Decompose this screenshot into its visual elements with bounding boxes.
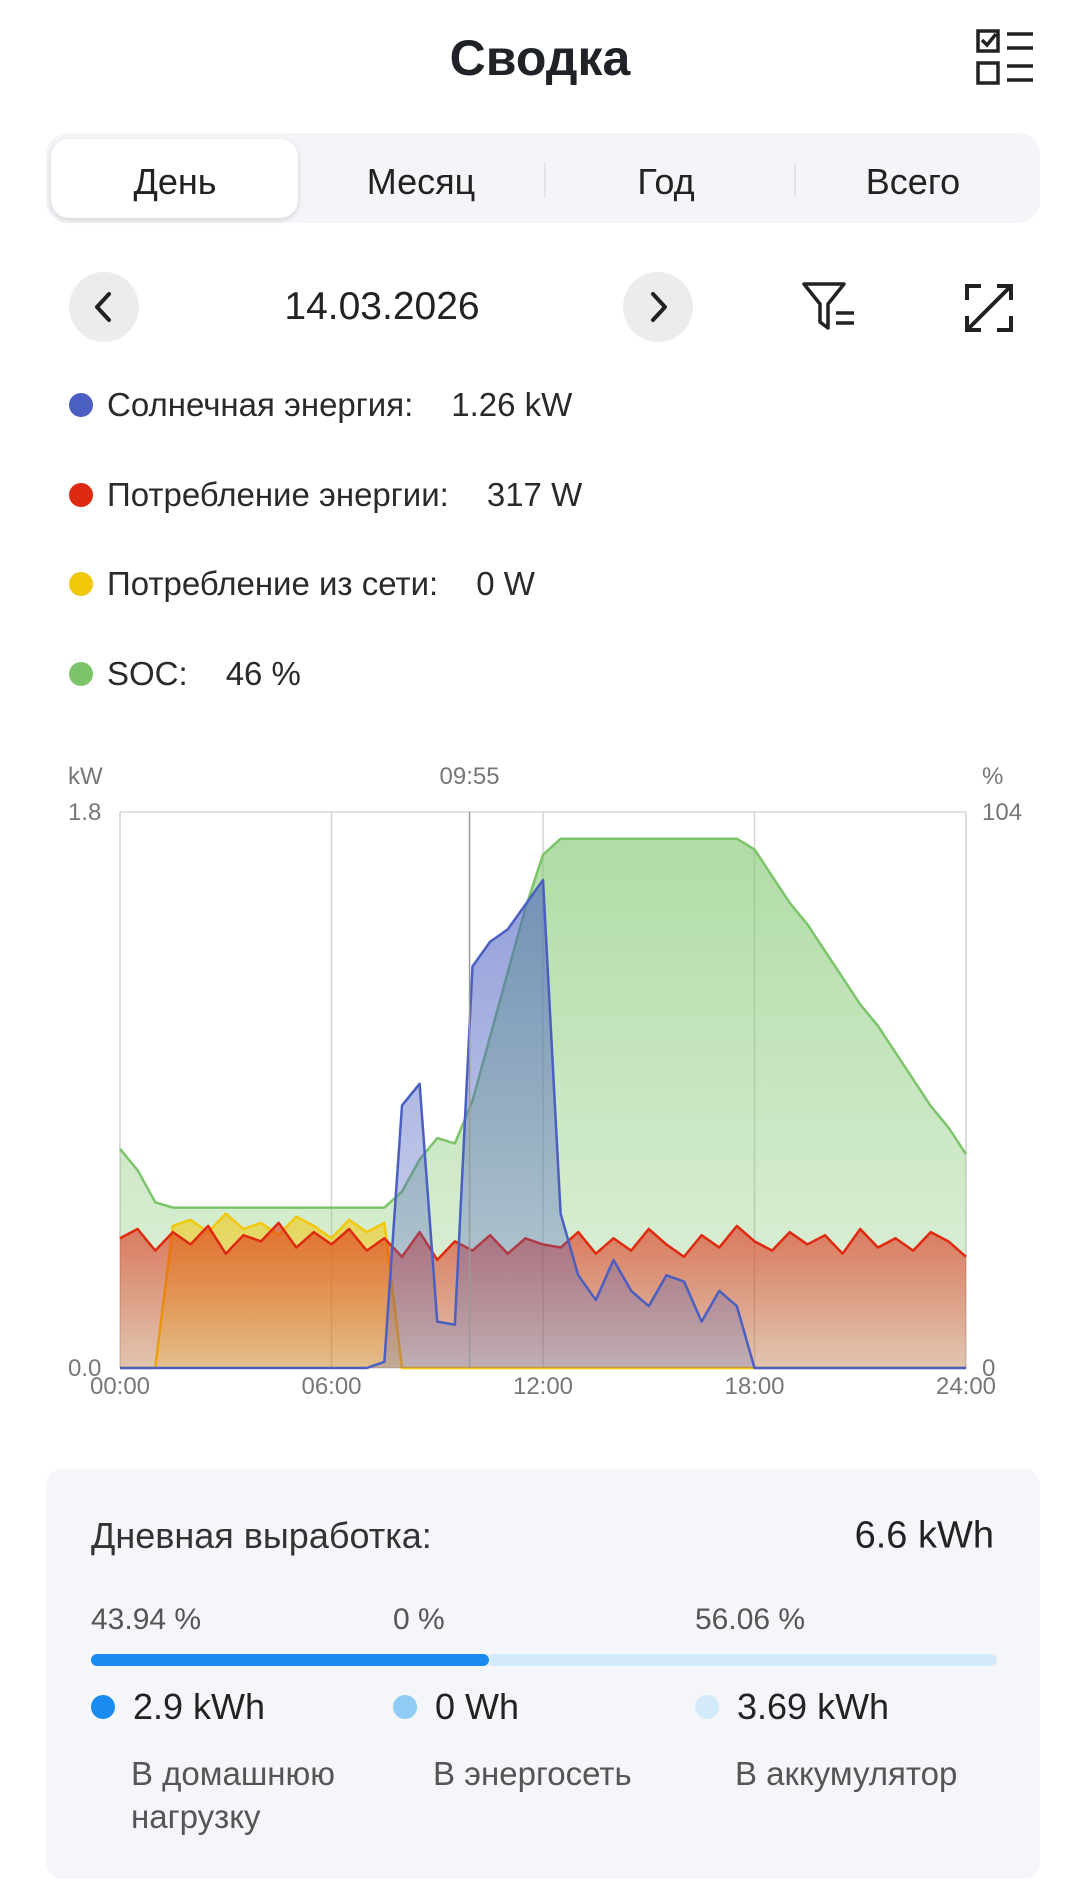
summary-total: 6.6 kWh: [854, 1514, 994, 1557]
x-tick-label: 06:00: [301, 1373, 361, 1400]
item-dot: [393, 1695, 417, 1719]
legend-value: 46 %: [225, 655, 301, 692]
tab[interactable]: День: [133, 161, 217, 202]
prev-button[interactable]: [69, 272, 139, 342]
item-dot: [91, 1695, 115, 1719]
item-dot: [695, 1695, 719, 1719]
legend-label: Потребление из сети:: [107, 565, 439, 602]
item-energy: 0 Wh: [435, 1686, 520, 1727]
next-button[interactable]: [623, 272, 693, 342]
legend-dot: [69, 483, 93, 507]
legend-value: 317 W: [486, 476, 583, 513]
progress-segment: [489, 1654, 997, 1666]
item-label: В домашнюю нагрузку: [131, 1755, 336, 1835]
tab-separator: [794, 163, 796, 197]
chart: kW % 00:00 06:00 12:00 18:00 24:00 0.0 1.8 0 104 09…: [68, 763, 1022, 1400]
x-tick-label: 18:00: [724, 1373, 784, 1400]
y2-tick-label: 104: [982, 799, 1022, 826]
legend-label: Солнечная энергия:: [107, 386, 414, 423]
legend-dot: [69, 393, 93, 417]
share-label: 56.06 %: [695, 1603, 806, 1636]
item-energy: 2.9 kWh: [133, 1686, 266, 1727]
legend-value: 0 W: [476, 565, 535, 602]
list-icon[interactable]: [975, 26, 1037, 88]
x-tick-label: 12:00: [513, 1373, 573, 1400]
summary-card: [46, 1469, 1040, 1879]
y-axis-unit: kW: [68, 763, 103, 790]
summary-title: Дневная выработка:: [91, 1515, 432, 1556]
y-tick-label: 1.8: [68, 799, 101, 826]
page-title: Сводка: [449, 30, 631, 86]
series-line: [119, 837, 968, 1209]
tab[interactable]: Всего: [865, 161, 961, 202]
tab-separator: [544, 163, 546, 197]
series-line: [120, 878, 966, 1370]
cursor-label: 09:55: [440, 763, 500, 790]
filter-icon[interactable]: [800, 280, 860, 334]
x-tick-label: 24:00: [936, 1373, 996, 1400]
date[interactable]: 14.03.2026: [284, 285, 480, 328]
legend-value: 1.26 kW: [451, 386, 573, 423]
y2-tick-label: 0: [982, 1355, 995, 1382]
selected-tab: [51, 139, 298, 218]
legend-dot: [69, 572, 93, 596]
legend-label: SOC:: [107, 655, 188, 692]
x-tick-label: 00:00: [90, 1373, 150, 1400]
series-area: [120, 879, 966, 1368]
legend-label: Потребление энергии:: [107, 476, 449, 513]
tab[interactable]: Месяц: [366, 161, 476, 202]
y-tick-label: 0.0: [68, 1355, 101, 1382]
item-energy: 3.69 kWh: [737, 1686, 890, 1727]
progress-segment: [91, 1654, 490, 1666]
item-label: В аккумулятор: [735, 1755, 958, 1792]
share-label: 43.94 %: [91, 1603, 202, 1636]
y2-axis-unit: %: [982, 763, 1003, 790]
share-label: 0 %: [393, 1603, 445, 1636]
legend-dot: [69, 662, 93, 686]
expand-icon[interactable]: [963, 282, 1015, 334]
tab[interactable]: Год: [637, 161, 695, 202]
item-label: В энергосеть: [433, 1755, 632, 1792]
